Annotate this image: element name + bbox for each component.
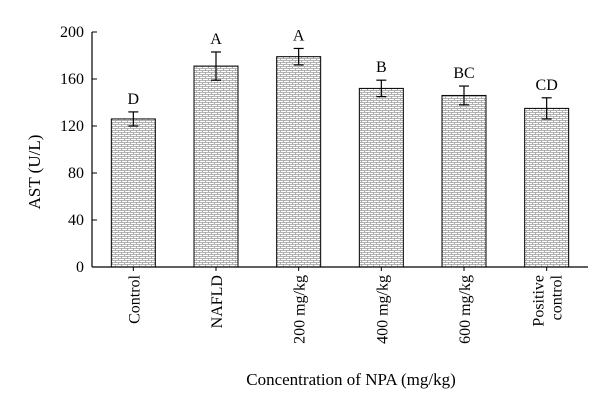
x-tick-label: 600 mg/kg: [457, 275, 474, 344]
y-ticks-group: 0 40 80 120 160 200: [60, 24, 97, 276]
significance-label: D: [128, 91, 140, 108]
x-tick-label: NAFLD: [209, 275, 226, 328]
bar: [358, 87, 404, 268]
x-ticks-group: Control NAFLD 200 mg/kg 400 mg/kg 600 mg/kg P…: [126, 267, 566, 344]
axes: [91, 32, 588, 268]
bar: [193, 65, 239, 268]
x-axis-title: Concentration of NPA (mg/kg): [246, 370, 456, 389]
bar: [441, 94, 487, 268]
significance-labels-group: D A A B BC CD: [128, 27, 558, 107]
bars-group: [110, 56, 570, 268]
y-axis-title: AST (U/L): [25, 135, 44, 210]
bar: [524, 107, 570, 268]
x-tick-label: 200 mg/kg: [292, 275, 309, 344]
y-tick-label: 160: [60, 71, 84, 88]
x-tick-label: control: [549, 274, 566, 320]
significance-label: B: [376, 59, 387, 76]
x-tick-label: Control: [126, 274, 143, 323]
bar: [110, 118, 156, 268]
y-tick-label: 0: [76, 259, 84, 276]
x-tick-label: Positive: [531, 275, 548, 327]
significance-label: BC: [453, 65, 474, 82]
y-tick-label: 120: [60, 118, 84, 135]
y-tick-label: 200: [60, 24, 84, 41]
significance-label: A: [293, 27, 305, 44]
x-tick-label: 400 mg/kg: [374, 275, 391, 344]
y-tick-label: 80: [68, 165, 84, 182]
significance-label: CD: [536, 77, 558, 94]
error-bars-group: [128, 47, 552, 127]
y-tick-label: 40: [68, 212, 84, 229]
bar: [276, 56, 322, 268]
significance-label: A: [210, 31, 222, 48]
